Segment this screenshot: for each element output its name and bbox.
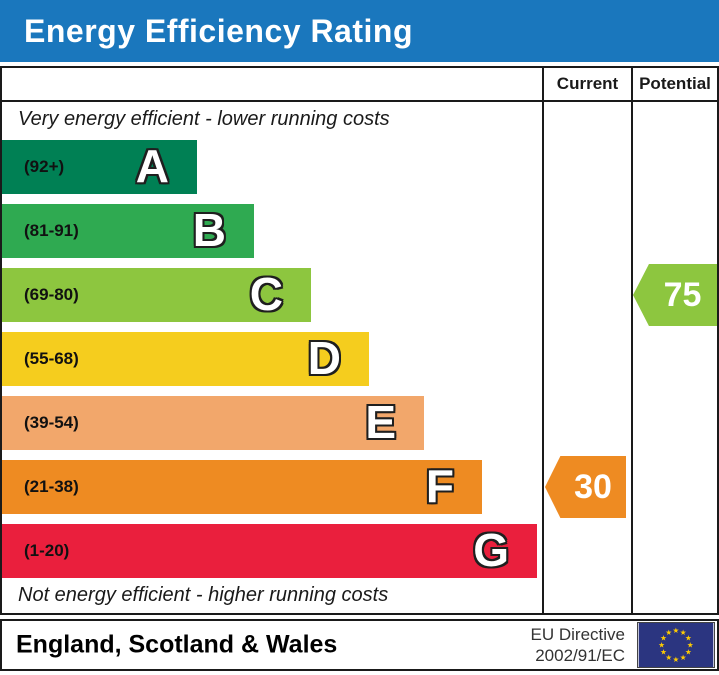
band-letter: E	[365, 396, 396, 449]
band-letter: B	[192, 204, 226, 257]
header-potential-label: Potential	[639, 74, 711, 93]
band-range-label: (92+)	[24, 157, 65, 176]
star-icon: ★	[665, 628, 672, 637]
rating-table: Current Potential Very energy efficient …	[0, 66, 719, 615]
eu-flag-stars: ★ ★ ★ ★ ★ ★ ★ ★ ★ ★ ★ ★	[638, 623, 714, 667]
potential-value: 75	[663, 275, 702, 314]
band-row-C: (69-80) C	[2, 268, 311, 322]
star-icon: ★	[660, 633, 667, 642]
band-row-E: (39-54) E	[2, 396, 424, 450]
page-title: Energy Efficiency Rating	[24, 12, 413, 49]
eu-directive-label: EU Directive 2002/91/EC	[531, 624, 625, 666]
caption-very-efficient: Very energy efficient - lower running co…	[18, 108, 390, 130]
star-icon: ★	[660, 648, 667, 657]
band-row-D: (55-68) D	[2, 332, 369, 386]
header-divider	[2, 100, 717, 102]
eu-directive-line1: EU Directive	[530, 625, 625, 644]
band-row-G: (1-20) G	[2, 524, 537, 578]
title-bar: Energy Efficiency Rating	[0, 0, 719, 62]
column-divider-current	[542, 68, 544, 613]
star-icon: ★	[680, 653, 687, 662]
header-current-label: Current	[556, 74, 619, 93]
footer-region-label: England, Scotland & Wales	[16, 630, 338, 659]
current-value: 30	[574, 467, 612, 506]
column-divider-potential	[631, 68, 633, 613]
star-icon: ★	[685, 633, 692, 642]
band-row-B: (81-91) B	[2, 204, 254, 258]
band-range-label: (69-80)	[24, 285, 79, 304]
band-row-A: (92+) A	[2, 140, 197, 194]
band-letter: A	[135, 140, 169, 193]
potential-arrow: 75	[633, 264, 717, 326]
star-icon: ★	[673, 655, 680, 664]
footer: England, Scotland & Wales EU Directive 2…	[0, 619, 719, 671]
star-icon: ★	[665, 653, 672, 662]
star-icon: ★	[673, 626, 680, 635]
band-letter: D	[307, 332, 341, 385]
band-range-label: (1-20)	[24, 541, 70, 560]
current-arrow: 30	[545, 456, 626, 518]
star-icon: ★	[680, 628, 687, 637]
caption-not-efficient: Not energy efficient - higher running co…	[18, 584, 389, 606]
band-range-label: (55-68)	[24, 349, 79, 368]
band-letter: G	[473, 524, 509, 577]
band-row-F: (21-38) F	[2, 460, 482, 514]
eu-flag-icon: ★ ★ ★ ★ ★ ★ ★ ★ ★ ★ ★ ★	[637, 622, 715, 668]
star-icon: ★	[687, 641, 694, 650]
eu-directive-line2: 2002/91/EC	[535, 646, 625, 665]
band-letter: C	[249, 268, 283, 321]
band-range-label: (21-38)	[24, 477, 79, 496]
star-icon: ★	[658, 641, 665, 650]
band-letter: F	[425, 460, 454, 513]
band-range-label: (39-54)	[24, 413, 79, 432]
star-icon: ★	[685, 648, 692, 657]
band-range-label: (81-91)	[24, 221, 79, 240]
